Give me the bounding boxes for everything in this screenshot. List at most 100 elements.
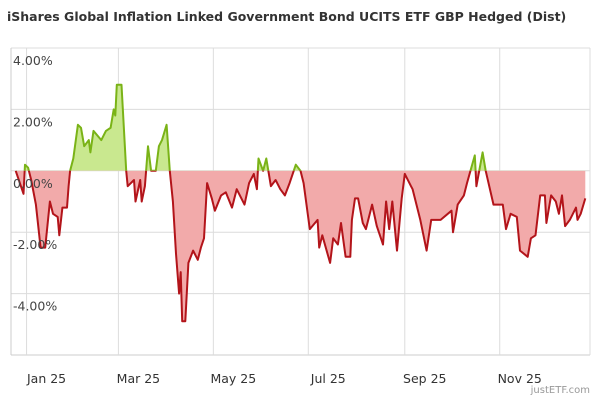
data-point — [410, 185, 413, 188]
data-point — [396, 249, 399, 252]
series-areas — [14, 83, 587, 323]
data-point — [89, 151, 92, 154]
data-point — [83, 145, 86, 148]
data-point — [269, 185, 272, 188]
data-point — [484, 169, 487, 172]
data-point — [353, 197, 356, 200]
data-point — [168, 169, 171, 172]
data-point — [308, 228, 311, 231]
data-point — [171, 200, 174, 203]
data-point — [456, 203, 459, 206]
data-point — [265, 157, 268, 160]
data-point — [557, 212, 560, 215]
data-point — [515, 215, 518, 218]
data-point — [574, 206, 577, 209]
x-tick-label: Jul 25 — [310, 371, 346, 386]
data-point — [299, 169, 302, 172]
data-point — [224, 191, 227, 194]
data-point — [361, 221, 364, 224]
data-point — [196, 258, 199, 261]
data-point — [318, 246, 321, 249]
data-point — [439, 218, 442, 221]
data-point — [579, 212, 582, 215]
data-point — [430, 218, 433, 221]
data-point — [143, 185, 146, 188]
data-point — [375, 225, 378, 228]
data-point — [481, 151, 484, 154]
data-point — [400, 197, 403, 200]
data-point — [76, 123, 79, 126]
chart-title: iShares Global Inflation Linked Governme… — [7, 9, 567, 24]
data-point — [66, 206, 69, 209]
data-point — [213, 209, 216, 212]
y-axis-labels: 4.00% 2.00% 0.00% -2.00% -4.00% — [13, 53, 57, 314]
data-point — [526, 255, 529, 258]
data-point — [475, 185, 478, 188]
data-point — [157, 145, 160, 148]
data-point — [109, 126, 112, 129]
data-point — [336, 243, 339, 246]
data-point — [450, 209, 453, 212]
y-tick-label: 2.00% — [13, 114, 53, 129]
data-point — [411, 188, 414, 191]
data-point — [160, 139, 163, 142]
negative-line — [14, 170, 587, 323]
data-point — [210, 197, 213, 200]
data-point — [504, 228, 507, 231]
x-tick-label: Jan 25 — [26, 371, 66, 386]
data-point — [58, 234, 61, 237]
data-point — [473, 154, 476, 157]
data-point — [231, 206, 234, 209]
data-point — [52, 212, 55, 215]
data-point — [283, 194, 286, 197]
data-point — [545, 221, 548, 224]
data-point — [150, 169, 153, 172]
data-point — [364, 228, 367, 231]
data-point — [534, 234, 537, 237]
data-point — [349, 255, 352, 258]
data-point — [100, 139, 103, 142]
y-tick-label: 0.00% — [13, 176, 53, 191]
data-point — [564, 225, 567, 228]
data-point — [34, 203, 37, 206]
data-point — [321, 234, 324, 237]
data-point — [87, 139, 90, 142]
data-point — [139, 179, 142, 182]
data-point — [14, 169, 17, 172]
justetf-credit[interactable]: justETF.com — [530, 385, 590, 396]
data-point — [425, 249, 428, 252]
data-point — [56, 215, 59, 218]
data-point — [529, 237, 532, 240]
data-point — [112, 108, 115, 111]
data-point — [165, 123, 168, 126]
data-point — [339, 221, 342, 224]
data-point — [220, 194, 223, 197]
data-point — [501, 203, 504, 206]
data-point — [24, 163, 27, 166]
data-point — [174, 252, 177, 255]
positive-line — [15, 83, 487, 171]
data-point — [125, 169, 128, 172]
data-point — [462, 194, 465, 197]
data-point — [146, 145, 149, 148]
data-point — [120, 83, 123, 86]
data-point — [154, 169, 157, 172]
data-point — [584, 197, 587, 200]
data-point — [48, 200, 51, 203]
data-point — [332, 237, 335, 240]
data-point — [403, 172, 406, 175]
data-point — [518, 249, 521, 252]
data-point — [350, 218, 353, 221]
x-tick-label: Nov 25 — [498, 371, 542, 386]
data-point — [288, 182, 291, 185]
data-point — [140, 200, 143, 203]
data-point — [132, 179, 135, 182]
data-point — [466, 182, 469, 185]
negative-area — [15, 170, 586, 322]
y-tick-label: -4.00% — [13, 299, 57, 314]
data-point — [568, 218, 571, 221]
data-point — [178, 292, 181, 295]
data-point — [357, 197, 360, 200]
data-point — [492, 203, 495, 206]
